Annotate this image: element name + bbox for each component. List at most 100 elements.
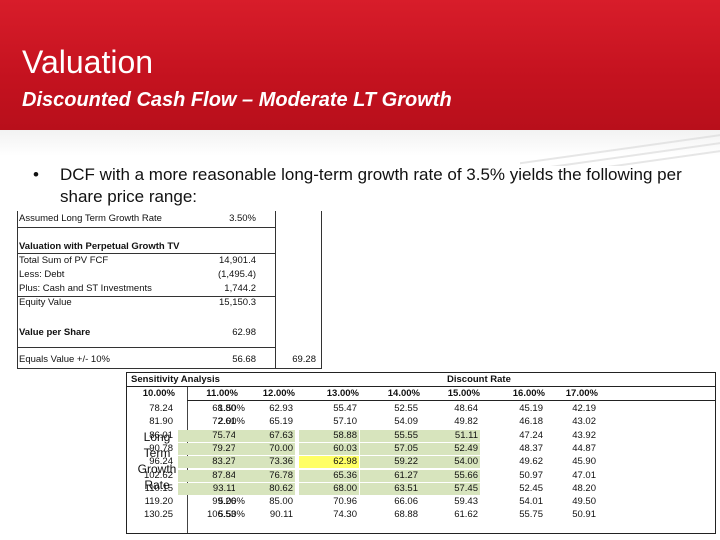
table-cell: 62.93 — [269, 403, 293, 414]
assumed-growth-label: Assumed Long Term Growth Rate — [19, 213, 162, 224]
table-cell: 60.03 — [299, 442, 359, 455]
table-cell: 90.78 — [149, 442, 173, 454]
assumed-growth-row: Assumed Long Term Growth Rate 3.50% — [17, 213, 322, 225]
range-low: 56.68 — [232, 354, 256, 365]
table-cell: 67.63 — [235, 429, 295, 442]
table-cell: 81.90 — [149, 416, 173, 428]
assumed-growth-value: 3.50% — [229, 213, 256, 224]
column-header: 16.00% — [512, 388, 545, 399]
table-cell: 50.91 — [572, 509, 596, 521]
slide-title: Valuation — [22, 44, 154, 80]
table-cell: 57.45 — [420, 482, 480, 495]
row-label: Less: Debt — [19, 269, 65, 280]
table-cell: 48.64 — [454, 403, 478, 414]
table-cell: 70.00 — [235, 442, 295, 455]
table-cell: 68.88 — [394, 509, 418, 521]
table-cell: 102.62 — [143, 469, 173, 481]
column-header: 10.00% — [142, 388, 175, 399]
column-header: 12.00% — [262, 388, 295, 399]
table-cell: 57.05 — [360, 442, 420, 455]
bullet-text: DCF with a more reasonable long-term gro… — [60, 165, 682, 206]
valuation-row: Total Sum of PV FCF 14,901.4 — [17, 255, 322, 267]
table-cell: 45.19 — [519, 403, 543, 414]
section-title: Valuation with Perpetual Growth TV — [19, 241, 180, 252]
table-cell: 45.90 — [572, 456, 596, 468]
table-cell: 73.36 — [235, 456, 295, 469]
table-cell: 57.10 — [333, 416, 357, 428]
divider — [17, 368, 322, 369]
table-cell: 52.55 — [394, 403, 418, 414]
divider — [17, 296, 275, 297]
table-cell: 48.37 — [519, 442, 543, 454]
table-cell: 55.75 — [519, 509, 543, 521]
row-header: 5.50% — [218, 509, 245, 521]
column-header: 15.00% — [447, 388, 480, 399]
range-high: 69.28 — [292, 354, 316, 365]
table-cell: 52.45 — [519, 482, 543, 494]
table-cell: 99.26 — [212, 496, 236, 508]
divider — [17, 227, 275, 228]
table-cell: 65.36 — [299, 469, 359, 482]
column-header: 17.00% — [565, 388, 598, 399]
row-label: Equity Value — [19, 297, 72, 308]
value-per-share-row: Value per Share 62.98 — [17, 327, 322, 339]
table-cell: 70.96 — [333, 496, 357, 508]
discount-rate-label: Discount Rate — [447, 374, 511, 385]
table-cell: 49.62 — [519, 456, 543, 468]
header-underline — [187, 400, 715, 401]
row-header: 5.00% — [218, 496, 245, 508]
table-cell: 72.61 — [212, 416, 236, 428]
table-cell: 61.27 — [360, 469, 420, 482]
table-cell: 44.87 — [572, 442, 596, 454]
table-cell: 85.00 — [269, 496, 293, 508]
sensitivity-table: Sensitivity Analysis Discount Rate Long … — [126, 372, 716, 534]
table-cell: 48.20 — [572, 482, 596, 494]
table-cell: 65.19 — [269, 416, 293, 428]
table-cell: 90.11 — [269, 509, 293, 521]
table-border-mid — [275, 211, 276, 369]
table-cell: 49.50 — [572, 496, 596, 508]
row-value: 15,150.3 — [219, 297, 256, 308]
table-cell: 62.98 — [299, 456, 359, 469]
table-cell: 80.62 — [235, 482, 295, 495]
value-per-share-value: 62.98 — [232, 327, 256, 338]
table-cell: 96.24 — [149, 456, 173, 468]
table-cell: 79.27 — [178, 442, 238, 455]
table-cell: 50.97 — [519, 469, 543, 481]
table-cell: 49.82 — [454, 416, 478, 428]
row-value: 14,901.4 — [219, 255, 256, 266]
row-label: Total Sum of PV FCF — [19, 255, 109, 266]
column-header: 11.00% — [206, 388, 238, 399]
table-cell: 75.74 — [178, 429, 238, 442]
table-cell: 47.01 — [572, 469, 596, 481]
table-cell: 63.51 — [360, 482, 420, 495]
table-cell: 58.88 — [299, 429, 359, 442]
row-label: Plus: Cash and ST Investments — [19, 283, 152, 294]
valuation-row: Less: Debt (1,495.4) — [17, 269, 322, 281]
table-cell: 55.47 — [333, 403, 357, 414]
table-cell: 54.09 — [394, 416, 418, 428]
table-cell: 74.30 — [333, 509, 357, 521]
divider — [17, 253, 275, 254]
table-cell: 55.66 — [420, 469, 480, 482]
slide-subtitle: Discounted Cash Flow – Moderate LT Growt… — [22, 89, 452, 111]
valuation-table: Assumed Long Term Growth Rate 3.50% Valu… — [17, 211, 322, 369]
bullet-dot: • — [33, 165, 39, 184]
column-header: 14.00% — [387, 388, 420, 399]
table-cell: 78.24 — [149, 403, 173, 414]
title-bar: Valuation Discounted Cash Flow – Moderat… — [0, 0, 720, 130]
table-border-right — [321, 211, 322, 369]
table-cell: 52.49 — [420, 442, 480, 455]
divider — [17, 347, 275, 348]
row-value: 1,744.2 — [224, 283, 256, 294]
table-cell: 106.53 — [206, 509, 236, 521]
table-cell: 130.25 — [143, 509, 173, 521]
table-cell: 46.18 — [519, 416, 543, 428]
section-title-row: Valuation with Perpetual Growth TV — [17, 241, 322, 253]
sensitivity-title: Sensitivity Analysis — [131, 374, 220, 385]
table-cell: 68.00 — [299, 482, 359, 495]
row-value: (1,495.4) — [217, 269, 256, 280]
table-cell: 83.27 — [178, 456, 238, 469]
table-cell: 119.20 — [144, 496, 173, 508]
table-cell: 87.84 — [178, 469, 238, 482]
